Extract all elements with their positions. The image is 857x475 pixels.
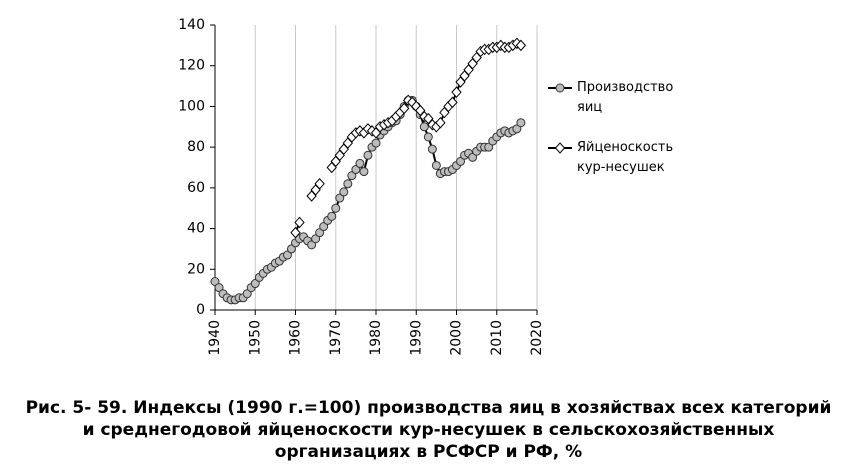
y-tick-label: 80 <box>187 139 205 155</box>
x-tick-label: 1990 <box>408 320 424 356</box>
point <box>210 277 220 286</box>
point <box>515 39 527 52</box>
caption-line: организациях в РСФСР и РФ, % <box>274 442 583 462</box>
point <box>327 211 337 221</box>
point <box>311 234 321 244</box>
point <box>451 86 462 98</box>
point <box>419 122 429 132</box>
point <box>399 102 410 115</box>
point <box>363 150 373 160</box>
point <box>335 193 345 203</box>
point <box>286 244 296 254</box>
legend-label: Яйценоскость кур-несушек <box>577 140 674 175</box>
point <box>307 240 317 250</box>
point <box>242 289 252 299</box>
x-tick-label: 2010 <box>489 320 505 356</box>
x-tick-label: 2000 <box>449 320 465 356</box>
chart: 1940 1950 1960 1970 1980 1990 2000 2010 2020 0 20 4… <box>178 17 572 356</box>
point <box>447 96 458 109</box>
point <box>431 160 441 170</box>
point <box>294 216 305 229</box>
point <box>423 132 433 142</box>
point <box>315 228 325 238</box>
point <box>555 83 565 93</box>
series-line <box>294 42 522 234</box>
point <box>347 171 357 181</box>
y-tick-label: 60 <box>187 180 205 196</box>
point <box>351 165 361 175</box>
point <box>427 144 437 154</box>
point <box>290 226 301 239</box>
point <box>339 187 349 197</box>
point <box>343 179 353 189</box>
y-tick-label: 140 <box>178 17 205 33</box>
x-tick-label: 1940 <box>207 320 223 356</box>
y-tick-label: 120 <box>178 58 205 74</box>
x-tick-label: 2020 <box>529 320 545 356</box>
x-tick-label: 1960 <box>288 320 304 356</box>
caption-line: Рис. 5- 59. Индексы (1990 г.=100) произв… <box>25 398 832 418</box>
y-tick-label: 20 <box>187 261 205 277</box>
point <box>554 142 566 154</box>
x-tick-label: 1980 <box>368 320 384 356</box>
point <box>435 116 446 129</box>
x-tick-label: 1950 <box>247 320 263 356</box>
point <box>456 156 466 166</box>
point <box>314 178 325 190</box>
point <box>484 142 494 152</box>
point <box>250 279 260 289</box>
y-tick-label: 40 <box>187 221 205 237</box>
point <box>331 203 341 213</box>
point <box>355 158 365 168</box>
point <box>214 283 224 293</box>
point <box>512 124 522 134</box>
point <box>359 167 369 177</box>
point <box>371 138 381 148</box>
point <box>468 152 478 162</box>
x-tick-label: 1970 <box>328 320 344 356</box>
point <box>282 250 292 260</box>
caption-line: и среднегодовой яйценоскости кур-несушек… <box>82 420 775 440</box>
y-tick-label: 0 <box>196 302 205 318</box>
legend-label: Производство яиц <box>577 80 674 115</box>
point <box>516 118 526 128</box>
point <box>319 222 329 232</box>
y-tick-label: 100 <box>178 98 205 114</box>
